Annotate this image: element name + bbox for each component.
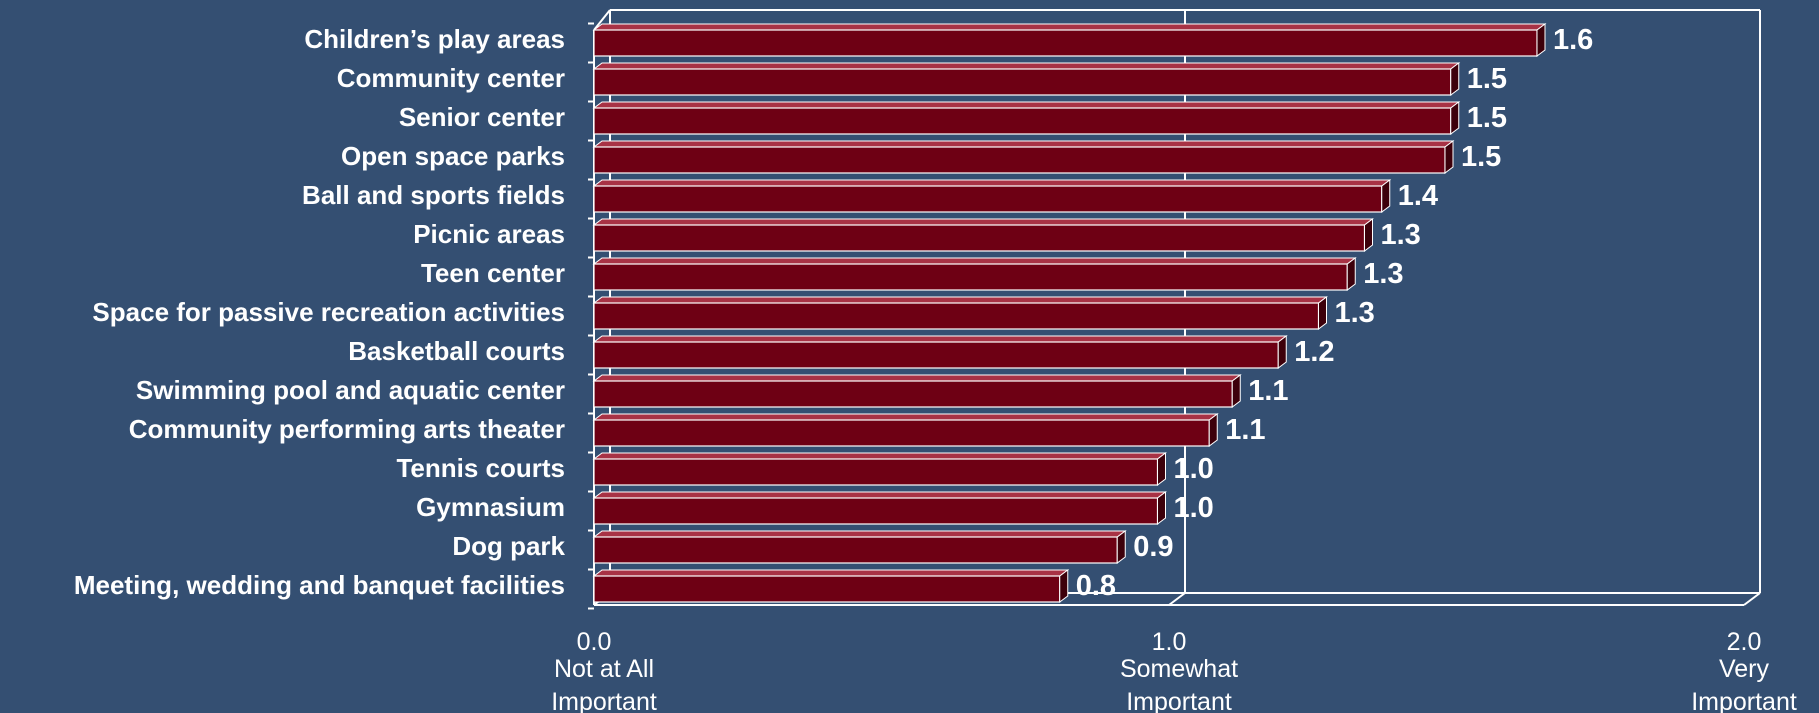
bar-top-12 [592,491,1167,499]
bar-top-7 [592,296,1328,304]
category-label-13: Dog park [452,531,565,561]
category-label-0: Children’s play areas [304,24,565,54]
value-label-4: 1.4 [1398,180,1438,212]
value-label-5: 1.3 [1381,219,1421,251]
bar-side-12 [1157,491,1166,525]
bar-side-4 [1381,179,1391,213]
category-label-12: Gymnasium [416,492,565,522]
labels-layer: 1.6 Children’s play areas 1.5 Community cen… [74,24,1593,602]
bar-side-10 [1208,413,1218,447]
x-tick-sub-0-0: Not at All [554,655,654,683]
bar-3 [593,146,1446,174]
bar-top-13 [592,530,1127,538]
value-label-14: 0.8 [1076,570,1116,602]
value-label-11: 1.0 [1174,453,1214,485]
category-label-9: Swimming pool and aquatic center [136,375,565,405]
bar-5 [593,224,1366,252]
bar-2 [593,107,1452,135]
category-label-2: Senior center [399,102,565,132]
x-tick-label-1: 1.0 [1152,628,1187,656]
x-tick-sub-1-0: Somewhat [1120,655,1238,683]
bar-top-8 [592,335,1288,343]
bar-top-4 [592,179,1392,187]
x-tick-sub-0-1: Important [551,688,657,713]
value-label-9: 1.1 [1248,375,1288,407]
bar-10 [593,419,1210,447]
category-label-1: Community center [337,63,565,93]
bar-side-13 [1116,530,1126,564]
bar-top-0 [592,23,1547,31]
bar-side-1 [1450,62,1460,96]
value-label-10: 1.1 [1225,414,1265,446]
bar-14 [593,575,1061,603]
bar-top-6 [592,257,1357,265]
bar-11 [593,458,1159,486]
bar-top-10 [592,413,1219,421]
bar-top-1 [592,62,1461,70]
category-label-7: Space for passive recreation activities [92,297,565,327]
value-label-8: 1.2 [1294,336,1334,368]
bar-1 [593,68,1452,96]
category-label-3: Open space parks [341,141,565,171]
bar-8 [593,341,1279,369]
category-label-14: Meeting, wedding and banquet facilities [74,570,565,600]
value-label-3: 1.5 [1461,141,1501,173]
bars-layer [592,23,1547,603]
y-axis-top-depth [593,9,611,31]
bar-4 [593,185,1383,213]
bar-12 [593,497,1159,525]
bar-side-3 [1444,140,1454,174]
bar-7 [593,302,1320,330]
category-label-10: Community performing arts theater [129,414,565,444]
bar-side-2 [1450,101,1460,135]
value-label-6: 1.3 [1363,258,1403,290]
bar-side-6 [1346,257,1356,291]
x-tick-sub-2-0: Very [1719,655,1770,683]
bar-side-8 [1277,335,1287,369]
bar-side-0 [1536,23,1546,57]
bar-13 [593,536,1118,564]
x-tick-depth-1 [1168,592,1186,606]
value-label-12: 1.0 [1174,492,1214,524]
x-tick-label-2: 2.0 [1727,628,1762,656]
bar-top-2 [592,101,1461,109]
value-label-0: 1.6 [1553,24,1593,56]
category-label-4: Ball and sports fields [302,180,565,210]
value-label-2: 1.5 [1467,102,1507,134]
category-label-8: Basketball courts [348,336,565,366]
bar-0 [593,29,1538,57]
value-label-13: 0.9 [1133,531,1173,563]
bar-6 [593,263,1348,291]
category-label-6: Teen center [421,258,565,288]
x-tick-sub-1-1: Important [1126,688,1232,713]
category-label-11: Tennis courts [396,453,565,483]
bar-9 [593,380,1233,408]
bar-side-11 [1157,452,1166,486]
x-tick-depth-2 [1743,592,1761,606]
bar-top-5 [592,218,1374,226]
value-label-1: 1.5 [1467,63,1507,95]
bar-side-5 [1364,218,1373,252]
value-label-7: 1.3 [1335,297,1375,329]
bar-side-7 [1318,296,1327,330]
category-label-5: Picnic areas [413,219,565,249]
bar-side-14 [1059,569,1069,603]
x-tick-sub-2-1: Important [1691,688,1797,713]
x-tick-label-0: 0.0 [577,628,612,656]
bar-top-14 [592,569,1070,577]
bar-top-9 [592,374,1242,382]
bar-top-11 [592,452,1167,460]
bar-side-9 [1231,374,1241,408]
bar-top-3 [592,140,1455,148]
